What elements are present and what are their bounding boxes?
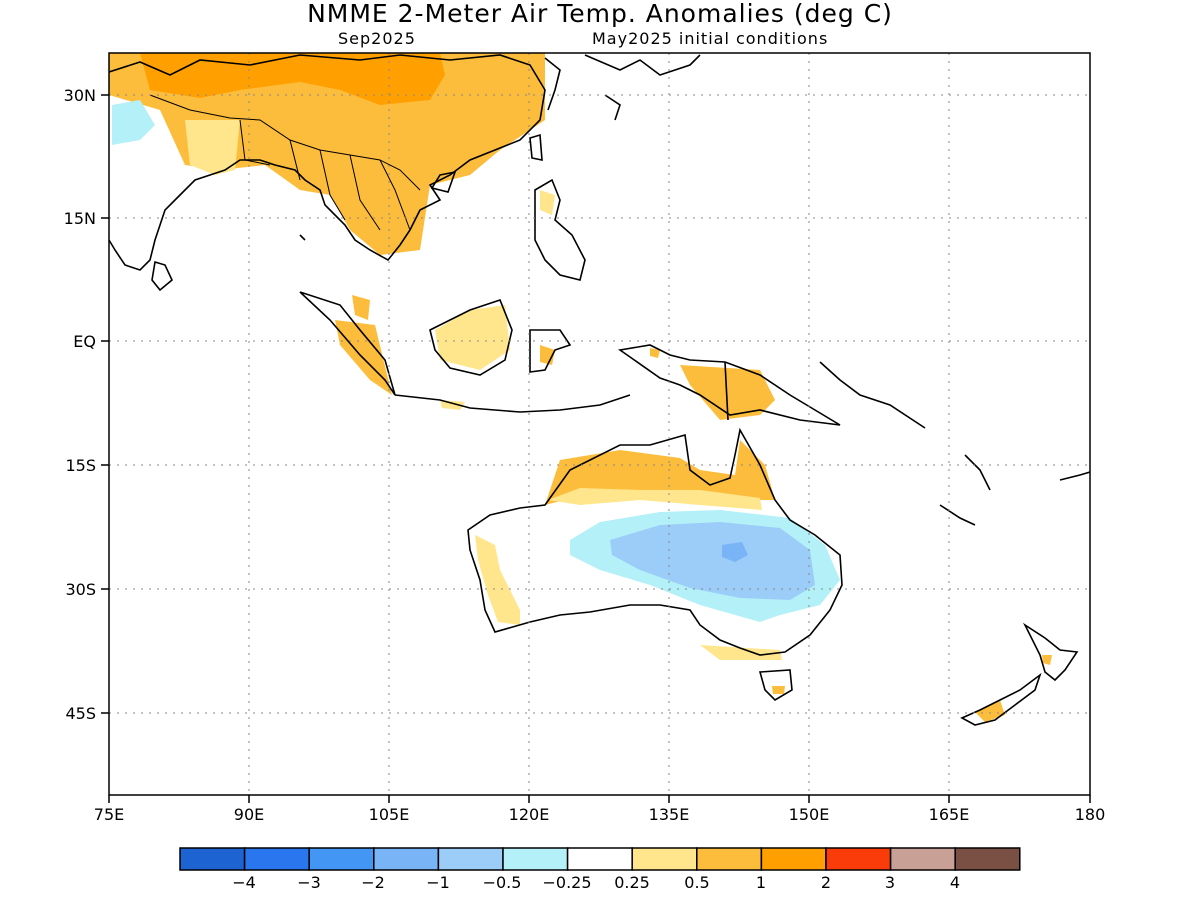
country-borders bbox=[149, 94, 421, 231]
colorbar-boxes bbox=[179, 847, 1021, 871]
anomaly-shading-australia bbox=[475, 440, 840, 694]
lat-label: 30N bbox=[64, 86, 96, 105]
colorbar-box bbox=[760, 847, 827, 871]
longitude-labels: 75E 90E 105E 120E 135E 150E 165E 180 bbox=[94, 805, 1106, 824]
colorbar-box bbox=[373, 847, 440, 871]
lat-label: 30S bbox=[65, 580, 96, 599]
map-frame bbox=[108, 52, 1091, 796]
map-area bbox=[109, 53, 1090, 795]
colorbar-box bbox=[308, 847, 375, 871]
valid-month: Sep2025 bbox=[338, 29, 416, 48]
colorbar-label: 4 bbox=[950, 873, 960, 892]
colorbar-label: 2 bbox=[821, 873, 831, 892]
colorbar-box bbox=[696, 847, 763, 871]
colorbar-box bbox=[502, 847, 569, 871]
colorbar-box bbox=[889, 847, 956, 871]
lon-label: 150E bbox=[789, 805, 830, 824]
initial-conditions: May2025 initial conditions bbox=[592, 29, 829, 48]
map-title: NMME 2-Meter Air Temp. Anomalies (deg C) bbox=[307, 0, 893, 28]
lon-label: 90E bbox=[234, 805, 264, 824]
lat-label: 45S bbox=[65, 704, 96, 723]
colorbar-label: 3 bbox=[885, 873, 895, 892]
coastlines bbox=[109, 54, 1090, 726]
lat-label: EQ bbox=[73, 332, 96, 351]
tick-marks bbox=[101, 94, 1091, 803]
colorbar-box bbox=[179, 847, 246, 871]
colorbar-box bbox=[437, 847, 504, 871]
lon-label: 120E bbox=[509, 805, 550, 824]
colorbar: −4 −3 −2 −1 −0.5 −0.25 0.25 0.5 1 2 3 4 bbox=[179, 847, 1021, 892]
colorbar-label: −0.5 bbox=[483, 873, 522, 892]
colorbar-box bbox=[243, 847, 310, 871]
latitude-labels: 30N 15N EQ 15S 30S 45S bbox=[64, 86, 96, 723]
colorbar-label: −4 bbox=[232, 873, 256, 892]
lat-label: 15S bbox=[65, 456, 96, 475]
colorbar-box bbox=[631, 847, 698, 871]
lon-label: 180 bbox=[1075, 805, 1106, 824]
colorbar-box bbox=[566, 847, 633, 871]
lon-label: 75E bbox=[94, 805, 124, 824]
colorbar-label: −1 bbox=[426, 873, 450, 892]
colorbar-label: 0.5 bbox=[684, 873, 709, 892]
colorbar-label: 1 bbox=[756, 873, 766, 892]
colorbar-label: −2 bbox=[361, 873, 385, 892]
colorbar-labels: −4 −3 −2 −1 −0.5 −0.25 0.25 0.5 1 2 3 4 bbox=[232, 873, 960, 892]
colorbar-label: 0.25 bbox=[614, 873, 650, 892]
lat-label: 15N bbox=[64, 209, 96, 228]
colorbar-box bbox=[825, 847, 892, 871]
lon-label: 105E bbox=[369, 805, 410, 824]
colorbar-label: −3 bbox=[297, 873, 321, 892]
graticule bbox=[109, 53, 1090, 795]
lon-label: 165E bbox=[929, 805, 970, 824]
anomaly-shading-asia bbox=[109, 53, 545, 255]
colorbar-box bbox=[954, 847, 1021, 871]
colorbar-label: −0.25 bbox=[542, 873, 591, 892]
lon-label: 135E bbox=[649, 805, 690, 824]
anomaly-shading-nz bbox=[975, 655, 1052, 722]
